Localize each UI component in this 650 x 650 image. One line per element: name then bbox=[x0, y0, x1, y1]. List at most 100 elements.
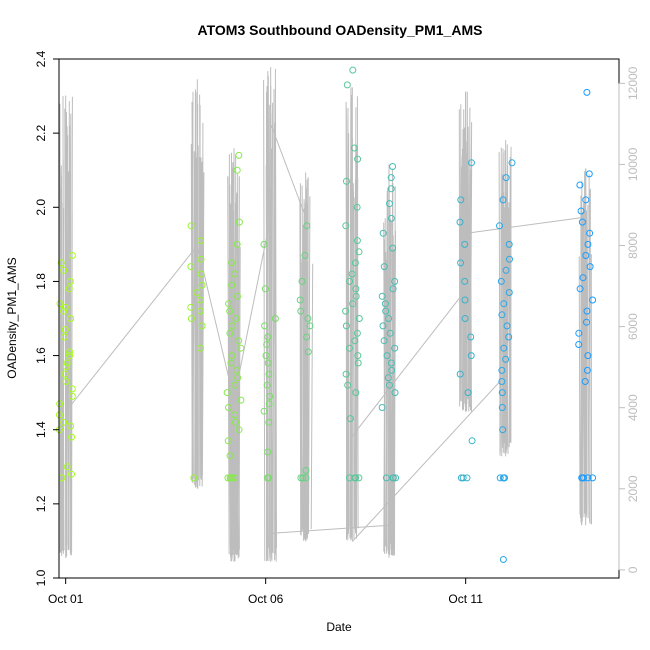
data-point-c6-22 bbox=[389, 244, 397, 252]
data-point-c8-17 bbox=[497, 277, 505, 285]
data-point-c0-22 bbox=[56, 300, 64, 308]
data-point-c4-10 bbox=[298, 277, 306, 285]
data-point-c3-5 bbox=[265, 400, 273, 408]
data-point-c4-4 bbox=[304, 348, 312, 356]
data-point-c3-11 bbox=[263, 341, 271, 348]
data-point-c9-24 bbox=[583, 88, 591, 96]
data-point-c6-2 bbox=[392, 474, 400, 482]
data-point-c9-4 bbox=[589, 474, 597, 482]
data-point-c9-11 bbox=[583, 307, 591, 315]
data-point-c8-5 bbox=[499, 426, 507, 434]
x-axis: Oct 01 Oct 06 Oct 11 bbox=[48, 578, 483, 606]
data-point-c5-27 bbox=[354, 155, 362, 163]
data-point-c6-27 bbox=[387, 174, 395, 182]
data-point-c9-14 bbox=[579, 274, 587, 282]
y-tick-label-7: 2.4 bbox=[34, 50, 48, 67]
data-point-c4-7 bbox=[304, 315, 312, 322]
data-point-c5-4 bbox=[346, 415, 354, 423]
data-point-c8-9 bbox=[498, 366, 506, 374]
data-point-c7-13 bbox=[456, 218, 464, 226]
data-point-c2-1 bbox=[231, 474, 238, 482]
x-tick-label-2: Oct 11 bbox=[448, 592, 483, 606]
data-point-c5-16 bbox=[349, 300, 357, 308]
data-point-c6-4 bbox=[378, 404, 386, 411]
altitude-profiles bbox=[59, 67, 592, 562]
data-point-c2-20 bbox=[226, 329, 234, 337]
data-point-c2-21 bbox=[228, 322, 236, 330]
data-point-c3-6 bbox=[266, 392, 274, 400]
data-point-c9-13 bbox=[576, 285, 584, 293]
data-point-c6-23 bbox=[379, 229, 387, 237]
data-point-c5-10 bbox=[346, 344, 353, 352]
data-point-c5-21 bbox=[351, 259, 359, 267]
data-point-c8-4 bbox=[499, 474, 507, 482]
data-point-c2-23 bbox=[226, 307, 234, 315]
data-point-c6-8 bbox=[388, 366, 396, 374]
data-point-c1-11 bbox=[197, 255, 205, 263]
data-point-c6-16 bbox=[382, 307, 390, 315]
data-point-c7-2 bbox=[457, 474, 465, 482]
data-point-c2-27 bbox=[231, 270, 239, 278]
data-point-c8-10 bbox=[502, 355, 510, 363]
data-point-c6-11 bbox=[391, 344, 399, 352]
profile-trace-4 bbox=[299, 177, 314, 541]
data-point-c5-25 bbox=[353, 203, 361, 211]
data-point-c2-26 bbox=[228, 281, 236, 289]
y-tick-label-6: 2.2 bbox=[34, 124, 48, 141]
data-point-c5-20 bbox=[348, 270, 356, 278]
data-point-c2-8 bbox=[232, 418, 239, 426]
data-point-c2-25 bbox=[234, 292, 241, 300]
data-point-c2-6 bbox=[224, 437, 232, 445]
data-point-c9-10 bbox=[583, 318, 590, 326]
data-point-c1-10 bbox=[187, 263, 195, 271]
data-point-c2-32 bbox=[235, 151, 243, 159]
data-point-c6-14 bbox=[379, 322, 387, 330]
data-point-c0-5 bbox=[67, 422, 75, 430]
data-point-c3-12 bbox=[264, 333, 272, 341]
data-point-c6-24 bbox=[387, 214, 395, 222]
data-point-c3-15 bbox=[261, 285, 269, 293]
data-point-c8-3 bbox=[496, 474, 504, 482]
data-point-c5-9 bbox=[354, 352, 362, 360]
data-point-c6-28 bbox=[389, 163, 397, 170]
y2-tick-label-6: 12000 bbox=[626, 66, 640, 100]
x-tick-label-1: Oct 06 bbox=[248, 592, 284, 606]
data-point-c7-14 bbox=[457, 196, 465, 204]
data-point-c6-0 bbox=[382, 474, 390, 482]
transit-segment-4 bbox=[270, 524, 390, 534]
x-tick-label-0: Oct 01 bbox=[48, 592, 84, 606]
data-point-c0-17 bbox=[61, 333, 68, 341]
data-point-c0-24 bbox=[66, 277, 74, 285]
data-point-c3-7 bbox=[263, 381, 271, 389]
data-point-c0-8 bbox=[56, 400, 64, 408]
data-point-c5-5 bbox=[352, 389, 360, 397]
data-point-c5-22 bbox=[355, 248, 363, 256]
data-point-c0-19 bbox=[67, 315, 75, 322]
x-axis-label: Date bbox=[326, 620, 352, 634]
data-point-c5-28 bbox=[350, 144, 358, 152]
data-point-c7-3 bbox=[468, 437, 476, 445]
data-point-c0-21 bbox=[61, 303, 69, 311]
data-point-c8-22 bbox=[499, 196, 507, 204]
data-points bbox=[55, 66, 597, 563]
data-point-c9-7 bbox=[584, 352, 592, 360]
data-point-c5-29 bbox=[343, 81, 351, 89]
data-point-c2-7 bbox=[235, 426, 243, 434]
data-point-c8-16 bbox=[505, 289, 513, 296]
data-point-c9-19 bbox=[578, 218, 586, 226]
data-point-c4-2 bbox=[302, 474, 310, 482]
data-point-c2-10 bbox=[225, 404, 232, 411]
data-point-c6-9 bbox=[387, 359, 395, 367]
y2-tick-label-0: 0 bbox=[626, 566, 640, 573]
y-tick-label-3: 1.6 bbox=[34, 347, 48, 364]
data-point-c5-17 bbox=[352, 292, 360, 300]
data-point-c9-21 bbox=[582, 196, 590, 204]
data-point-c3-2 bbox=[264, 448, 272, 456]
data-point-c0-2 bbox=[63, 463, 71, 471]
data-point-c5-26 bbox=[342, 177, 350, 185]
data-point-c5-24 bbox=[342, 222, 350, 230]
data-point-c1-2 bbox=[198, 322, 206, 330]
data-point-c3-13 bbox=[261, 322, 269, 330]
data-point-c8-12 bbox=[505, 333, 513, 341]
data-point-c5-3 bbox=[351, 474, 359, 482]
